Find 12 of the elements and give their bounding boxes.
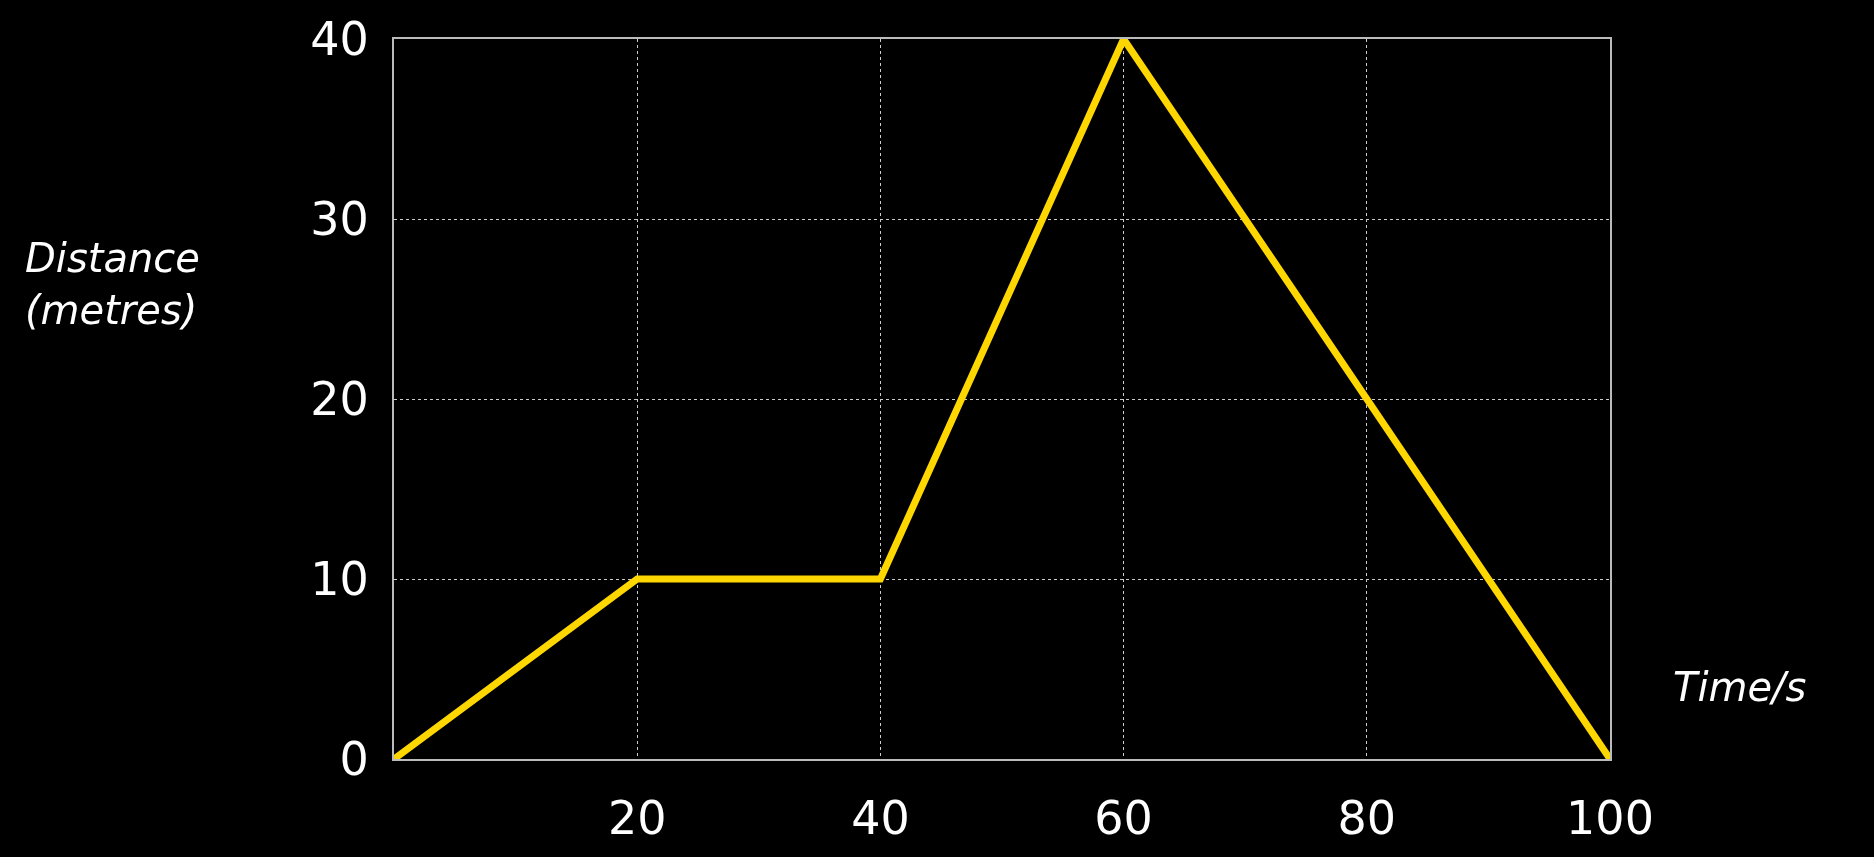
- y-tick-label: 30: [310, 192, 369, 247]
- y-tick-label: 40: [310, 12, 369, 67]
- x-tick-label: 80: [1337, 791, 1397, 846]
- x-axis-title: Time/s: [1673, 664, 1807, 710]
- x-tick-label: 100: [1566, 791, 1654, 846]
- x-tick-label: 60: [1094, 791, 1153, 846]
- x-tick-label: 20: [607, 791, 667, 846]
- y-tick-label: 0: [339, 732, 369, 787]
- x-tick-label: 40: [851, 791, 910, 846]
- y-axis-title: Distance (metres): [25, 235, 200, 333]
- y-tick-label: 20: [310, 372, 369, 427]
- y-tick-label: 10: [310, 552, 369, 607]
